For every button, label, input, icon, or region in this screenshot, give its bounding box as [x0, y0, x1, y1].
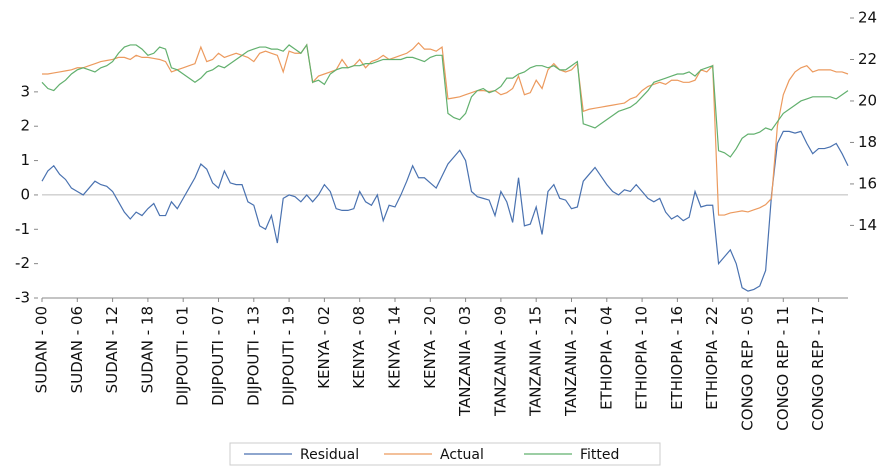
x-tick-label: TANZANIA - 15 — [527, 306, 545, 417]
x-tick-label: ETHIOPIA - 22 — [703, 306, 721, 410]
series-line — [41, 130, 849, 292]
y-tick-label: 3 — [20, 82, 30, 100]
x-tick-label: KENYA - 14 — [385, 306, 403, 389]
x-tick-label: TANZANIA - 21 — [562, 306, 580, 417]
x-tick-label: CONGO REP - 11 — [774, 306, 792, 431]
y-tick-label: -2 — [15, 254, 30, 272]
x-tick-label: CONGO REP - 17 — [809, 306, 827, 431]
x-tick-label: TANZANIA - 09 — [491, 306, 509, 417]
x-tick-label: SUDAN - 12 — [103, 306, 121, 393]
x-tick-label: SUDAN - 06 — [68, 306, 86, 393]
legend: Residual Actual Fitted — [229, 442, 661, 466]
legend-box — [229, 442, 661, 466]
y2-tick-label: 22 — [858, 50, 877, 68]
y2-tick-label: 16 — [858, 174, 877, 192]
y-tick-label: 1 — [20, 151, 30, 169]
x-tick-label: SUDAN - 00 — [33, 306, 51, 393]
y2-tick-label: 24 — [858, 9, 877, 27]
y2-tick-label: 18 — [858, 133, 877, 151]
y-tick-label: 2 — [20, 117, 30, 135]
x-tick-label: KENYA - 02 — [315, 306, 333, 389]
legend-label: Actual — [440, 447, 484, 463]
legend-label: Residual — [300, 447, 359, 463]
series-line — [42, 42, 849, 216]
x-tick-label: DIJPOUTI - 01 — [174, 306, 192, 406]
x-tick-label: ETHIOPIA - 10 — [633, 306, 651, 410]
series-line — [41, 43, 849, 158]
x-tick-label: CONGO REP - 05 — [738, 306, 756, 431]
x-tick-label: DIJPOUTI - 19 — [280, 306, 298, 406]
x-tick-label: SUDAN - 18 — [138, 306, 156, 393]
x-tick-label: KENYA - 20 — [421, 306, 439, 389]
x-tick-label: KENYA - 08 — [350, 306, 368, 389]
x-tick-label: DIJPOUTI - 07 — [209, 306, 227, 406]
y2-tick-label: 14 — [858, 216, 877, 234]
legend-label: Fitted — [580, 447, 619, 463]
x-tick-label: DIJPOUTI - 13 — [244, 306, 262, 406]
y-tick-label: -3 — [15, 289, 30, 307]
y2-tick-label: 20 — [858, 91, 877, 109]
y-tick-label: 0 — [20, 185, 30, 203]
x-tick-label: ETHIOPIA - 16 — [668, 306, 686, 410]
x-tick-label: TANZANIA - 03 — [456, 306, 474, 417]
x-tick-label: ETHIOPIA - 04 — [597, 306, 615, 410]
y-tick-label: -1 — [15, 220, 30, 238]
